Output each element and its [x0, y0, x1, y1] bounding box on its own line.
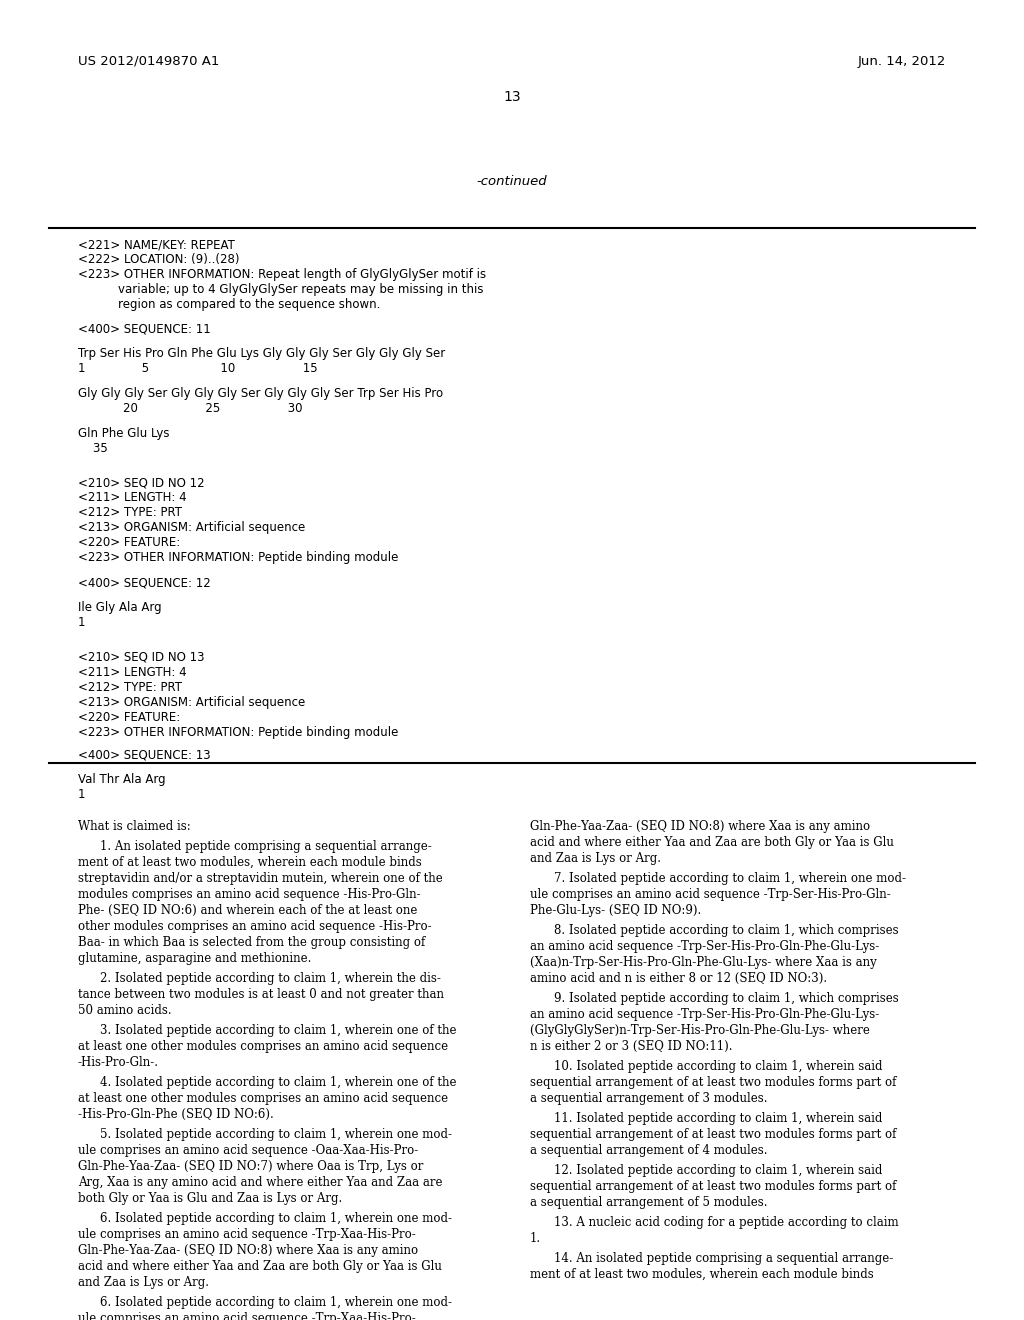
- Text: <212> TYPE: PRT: <212> TYPE: PRT: [78, 681, 182, 694]
- Text: ule comprises an amino acid sequence ‑Trp‑Ser‑His‑Pro‑Gln‑: ule comprises an amino acid sequence ‑Tr…: [530, 888, 891, 902]
- Text: Phe‑ (SEQ ID NO:6) and wherein each of the at least one: Phe‑ (SEQ ID NO:6) and wherein each of t…: [78, 904, 418, 917]
- Text: an amino acid sequence ‑Trp‑Ser‑His‑Pro‑Gln‑Phe‑Glu‑Lys‑: an amino acid sequence ‑Trp‑Ser‑His‑Pro‑…: [530, 940, 880, 953]
- Text: 1.: 1.: [530, 1232, 541, 1245]
- Text: <400> SEQUENCE: 11: <400> SEQUENCE: 11: [78, 322, 211, 335]
- Text: 5. Isolated peptide according to claim 1, wherein one mod-: 5. Isolated peptide according to claim 1…: [100, 1129, 452, 1140]
- Text: <213> ORGANISM: Artificial sequence: <213> ORGANISM: Artificial sequence: [78, 696, 305, 709]
- Text: <223> OTHER INFORMATION: Peptide binding module: <223> OTHER INFORMATION: Peptide binding…: [78, 726, 398, 739]
- Text: Trp Ser His Pro Gln Phe Glu Lys Gly Gly Gly Ser Gly Gly Gly Ser: Trp Ser His Pro Gln Phe Glu Lys Gly Gly …: [78, 347, 445, 360]
- Text: 3. Isolated peptide according to claim 1, wherein one of the: 3. Isolated peptide according to claim 1…: [100, 1024, 457, 1038]
- Text: Baa‑ in which Baa is selected from the group consisting of: Baa‑ in which Baa is selected from the g…: [78, 936, 425, 949]
- Text: <222> LOCATION: (9)..(28): <222> LOCATION: (9)..(28): [78, 253, 240, 267]
- Text: 1: 1: [78, 788, 85, 801]
- Text: at least one other modules comprises an amino acid sequence: at least one other modules comprises an …: [78, 1040, 449, 1053]
- Text: ule comprises an amino acid sequence ‑Oaa‑Xaa‑His‑Pro‑: ule comprises an amino acid sequence ‑Oa…: [78, 1144, 418, 1158]
- Text: sequential arrangement of at least two modules forms part of: sequential arrangement of at least two m…: [530, 1129, 896, 1140]
- Text: tance between two modules is at least 0 and not greater than: tance between two modules is at least 0 …: [78, 987, 444, 1001]
- Text: 1. An isolated peptide comprising a sequential arrange-: 1. An isolated peptide comprising a sequ…: [100, 840, 432, 853]
- Text: Gln‑Phe‑Yaa‑Zaa‑ (SEQ ID NO:8) where Xaa is any amino: Gln‑Phe‑Yaa‑Zaa‑ (SEQ ID NO:8) where Xaa…: [530, 820, 870, 833]
- Text: <212> TYPE: PRT: <212> TYPE: PRT: [78, 506, 182, 519]
- Text: Arg, Xaa is any amino acid and where either Yaa and Zaa are: Arg, Xaa is any amino acid and where eit…: [78, 1176, 442, 1189]
- Text: glutamine, asparagine and methionine.: glutamine, asparagine and methionine.: [78, 952, 311, 965]
- Text: 13. A nucleic acid coding for a peptide according to claim: 13. A nucleic acid coding for a peptide …: [554, 1216, 899, 1229]
- Text: 11. Isolated peptide according to claim 1, wherein said: 11. Isolated peptide according to claim …: [554, 1111, 883, 1125]
- Text: 8. Isolated peptide according to claim 1, which comprises: 8. Isolated peptide according to claim 1…: [554, 924, 899, 937]
- Text: amino acid and n is either 8 or 12 (SEQ ID NO:3).: amino acid and n is either 8 or 12 (SEQ …: [530, 972, 827, 985]
- Text: at least one other modules comprises an amino acid sequence: at least one other modules comprises an …: [78, 1092, 449, 1105]
- Text: US 2012/0149870 A1: US 2012/0149870 A1: [78, 55, 219, 69]
- Text: 4. Isolated peptide according to claim 1, wherein one of the: 4. Isolated peptide according to claim 1…: [100, 1076, 457, 1089]
- Text: both Gly or Yaa is Glu and Zaa is Lys or Arg.: both Gly or Yaa is Glu and Zaa is Lys or…: [78, 1192, 342, 1205]
- Text: variable; up to 4 GlyGlyGlySer repeats may be missing in this: variable; up to 4 GlyGlyGlySer repeats m…: [118, 282, 483, 296]
- Text: other modules comprises an amino acid sequence ‑His‑Pro‑: other modules comprises an amino acid se…: [78, 920, 432, 933]
- Text: sequential arrangement of at least two modules forms part of: sequential arrangement of at least two m…: [530, 1076, 896, 1089]
- Text: ‑His‑Pro‑Gln‑Phe (SEQ ID NO:6).: ‑His‑Pro‑Gln‑Phe (SEQ ID NO:6).: [78, 1107, 273, 1121]
- Text: region as compared to the sequence shown.: region as compared to the sequence shown…: [118, 298, 380, 312]
- Text: 13: 13: [503, 90, 521, 104]
- Text: a sequential arrangement of 5 modules.: a sequential arrangement of 5 modules.: [530, 1196, 768, 1209]
- Text: Jun. 14, 2012: Jun. 14, 2012: [858, 55, 946, 69]
- Text: <210> SEQ ID NO 13: <210> SEQ ID NO 13: [78, 651, 205, 664]
- Text: ment of at least two modules, wherein each module binds: ment of at least two modules, wherein ea…: [78, 855, 422, 869]
- Text: 14. An isolated peptide comprising a sequential arrange-: 14. An isolated peptide comprising a seq…: [554, 1251, 893, 1265]
- Text: acid and where either Yaa and Zaa are both Gly or Yaa is Glu: acid and where either Yaa and Zaa are bo…: [530, 836, 894, 849]
- Text: 20                  25                  30: 20 25 30: [78, 403, 302, 414]
- Text: -continued: -continued: [477, 176, 547, 187]
- Text: Val Thr Ala Arg: Val Thr Ala Arg: [78, 774, 166, 785]
- Text: an amino acid sequence ‑Trp‑Ser‑His‑Pro‑Gln‑Phe‑Glu‑Lys‑: an amino acid sequence ‑Trp‑Ser‑His‑Pro‑…: [530, 1008, 880, 1020]
- Text: <400> SEQUENCE: 12: <400> SEQUENCE: 12: [78, 576, 211, 589]
- Text: 35: 35: [78, 442, 108, 455]
- Text: <213> ORGANISM: Artificial sequence: <213> ORGANISM: Artificial sequence: [78, 521, 305, 535]
- Text: and Zaa is Lys or Arg.: and Zaa is Lys or Arg.: [530, 851, 662, 865]
- Text: <223> OTHER INFORMATION: Peptide binding module: <223> OTHER INFORMATION: Peptide binding…: [78, 550, 398, 564]
- Text: 1: 1: [78, 616, 85, 630]
- Text: Phe‑Glu‑Lys‑ (SEQ ID NO:9).: Phe‑Glu‑Lys‑ (SEQ ID NO:9).: [530, 904, 701, 917]
- Text: 10. Isolated peptide according to claim 1, wherein said: 10. Isolated peptide according to claim …: [554, 1060, 883, 1073]
- Text: <211> LENGTH: 4: <211> LENGTH: 4: [78, 667, 186, 678]
- Text: Gln‑Phe‑Yaa‑Zaa‑ (SEQ ID NO:8) where Xaa is any amino: Gln‑Phe‑Yaa‑Zaa‑ (SEQ ID NO:8) where Xaa…: [78, 1243, 418, 1257]
- Text: (GlyGlyGlySer)n‑Trp‑Ser‑His‑Pro‑Gln‑Phe‑Glu‑Lys‑ where: (GlyGlyGlySer)n‑Trp‑Ser‑His‑Pro‑Gln‑Phe‑…: [530, 1024, 869, 1038]
- Text: 9. Isolated peptide according to claim 1, which comprises: 9. Isolated peptide according to claim 1…: [554, 993, 899, 1005]
- Text: ‑His‑Pro‑Gln‑.: ‑His‑Pro‑Gln‑.: [78, 1056, 159, 1069]
- Text: n is either 2 or 3 (SEQ ID NO:11).: n is either 2 or 3 (SEQ ID NO:11).: [530, 1040, 732, 1053]
- Text: <220> FEATURE:: <220> FEATURE:: [78, 536, 180, 549]
- Text: Gln‑Phe‑Yaa‑Zaa‑ (SEQ ID NO:7) where Oaa is Trp, Lys or: Gln‑Phe‑Yaa‑Zaa‑ (SEQ ID NO:7) where Oaa…: [78, 1160, 423, 1173]
- Text: ment of at least two modules, wherein each module binds: ment of at least two modules, wherein ea…: [530, 1269, 873, 1280]
- Text: a sequential arrangement of 3 modules.: a sequential arrangement of 3 modules.: [530, 1092, 768, 1105]
- Text: <223> OTHER INFORMATION: Repeat length of GlyGlyGlySer motif is: <223> OTHER INFORMATION: Repeat length o…: [78, 268, 486, 281]
- Text: 6. Isolated peptide according to claim 1, wherein one mod-: 6. Isolated peptide according to claim 1…: [100, 1296, 452, 1309]
- Text: 7. Isolated peptide according to claim 1, wherein one mod-: 7. Isolated peptide according to claim 1…: [554, 873, 906, 884]
- Text: 50 amino acids.: 50 amino acids.: [78, 1005, 172, 1016]
- Text: <400> SEQUENCE: 13: <400> SEQUENCE: 13: [78, 748, 211, 762]
- Text: 1               5                   10                  15: 1 5 10 15: [78, 362, 317, 375]
- Text: ule comprises an amino acid sequence ‑Trp‑Xaa‑His‑Pro‑: ule comprises an amino acid sequence ‑Tr…: [78, 1228, 416, 1241]
- Text: streptavidin and/or a streptavidin mutein, wherein one of the: streptavidin and/or a streptavidin mutei…: [78, 873, 442, 884]
- Text: Gln Phe Glu Lys: Gln Phe Glu Lys: [78, 426, 170, 440]
- Text: acid and where either Yaa and Zaa are both Gly or Yaa is Glu: acid and where either Yaa and Zaa are bo…: [78, 1261, 442, 1272]
- Text: and Zaa is Lys or Arg.: and Zaa is Lys or Arg.: [78, 1276, 209, 1290]
- Text: modules comprises an amino acid sequence ‑His‑Pro‑Gln‑: modules comprises an amino acid sequence…: [78, 888, 421, 902]
- Text: 12. Isolated peptide according to claim 1, wherein said: 12. Isolated peptide according to claim …: [554, 1164, 883, 1177]
- Text: 2. Isolated peptide according to claim 1, wherein the dis-: 2. Isolated peptide according to claim 1…: [100, 972, 441, 985]
- Text: ule comprises an amino acid sequence ‑Trp‑Xaa‑His‑Pro‑: ule comprises an amino acid sequence ‑Tr…: [78, 1312, 416, 1320]
- Text: <211> LENGTH: 4: <211> LENGTH: 4: [78, 491, 186, 504]
- Text: What is claimed is:: What is claimed is:: [78, 820, 190, 833]
- Text: (Xaa)n‑Trp‑Ser‑His‑Pro‑Gln‑Phe‑Glu‑Lys‑ where Xaa is any: (Xaa)n‑Trp‑Ser‑His‑Pro‑Gln‑Phe‑Glu‑Lys‑ …: [530, 956, 877, 969]
- Text: Gly Gly Gly Ser Gly Gly Gly Ser Gly Gly Gly Ser Trp Ser His Pro: Gly Gly Gly Ser Gly Gly Gly Ser Gly Gly …: [78, 387, 443, 400]
- Text: sequential arrangement of at least two modules forms part of: sequential arrangement of at least two m…: [530, 1180, 896, 1193]
- Text: <221> NAME/KEY: REPEAT: <221> NAME/KEY: REPEAT: [78, 238, 234, 251]
- Text: 6. Isolated peptide according to claim 1, wherein one mod-: 6. Isolated peptide according to claim 1…: [100, 1212, 452, 1225]
- Text: <210> SEQ ID NO 12: <210> SEQ ID NO 12: [78, 477, 205, 488]
- Text: a sequential arrangement of 4 modules.: a sequential arrangement of 4 modules.: [530, 1144, 768, 1158]
- Text: Ile Gly Ala Arg: Ile Gly Ala Arg: [78, 601, 162, 614]
- Text: <220> FEATURE:: <220> FEATURE:: [78, 711, 180, 723]
